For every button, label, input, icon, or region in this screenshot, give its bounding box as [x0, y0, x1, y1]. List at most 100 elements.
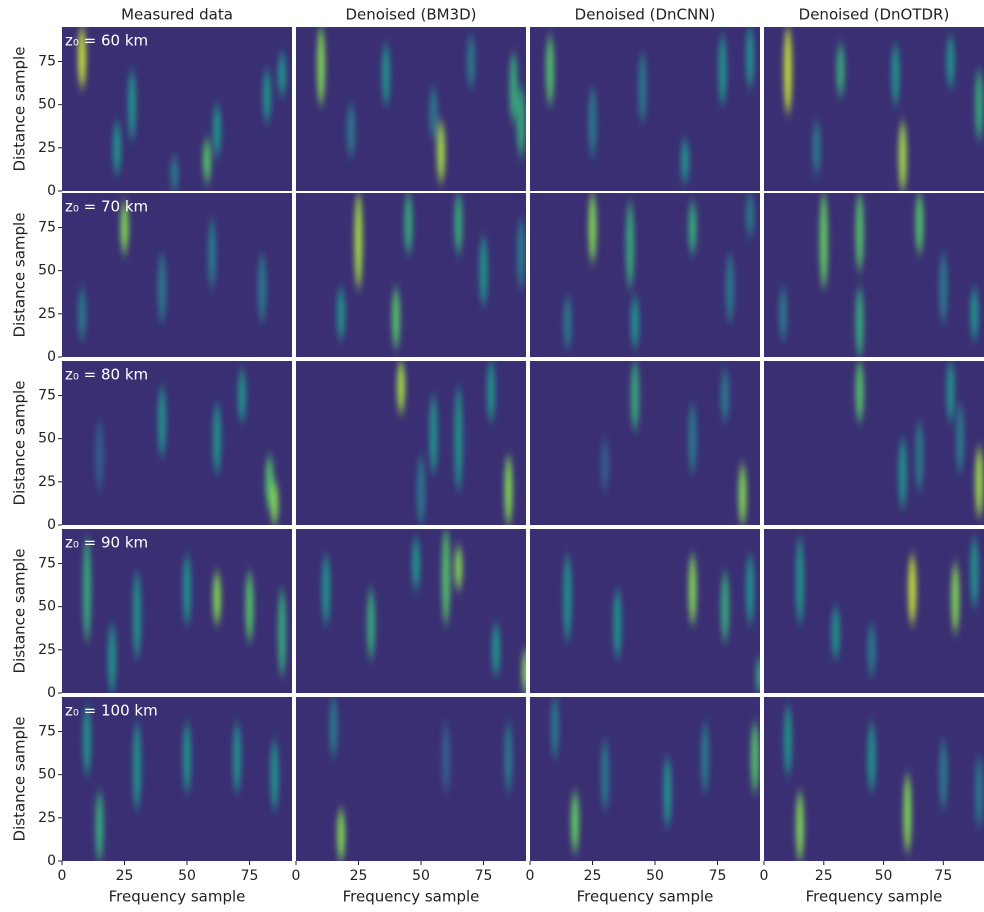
x-axis-label: Frequency sample	[109, 888, 246, 906]
streak	[638, 52, 647, 122]
heatmap-panel	[530, 361, 760, 525]
y-axis-label: Distance sample	[11, 381, 29, 506]
streak	[487, 361, 495, 422]
streak	[278, 589, 286, 676]
streaks	[551, 697, 759, 853]
panel-background	[530, 697, 760, 861]
column-title: Measured data	[121, 6, 233, 24]
streak	[133, 572, 141, 659]
streak	[412, 537, 420, 590]
streaks	[563, 193, 754, 349]
streaks	[95, 369, 279, 525]
streak	[170, 156, 179, 191]
streak	[158, 253, 166, 323]
x-tick-label: 75	[934, 868, 952, 884]
streak	[701, 722, 709, 792]
y-axis-label: Distance sample	[11, 213, 29, 338]
streak	[795, 537, 804, 624]
streak	[601, 438, 609, 491]
streak	[382, 44, 390, 105]
streak	[354, 193, 363, 288]
x-tick-label: 0	[760, 868, 769, 884]
streak	[120, 201, 129, 254]
y-tick-label: 0	[47, 183, 56, 199]
streak	[78, 287, 86, 340]
streak	[517, 87, 525, 157]
y-tick-label: 0	[47, 853, 56, 869]
streak	[479, 236, 488, 306]
streak	[563, 296, 572, 349]
streak	[891, 44, 900, 105]
streak	[915, 193, 924, 254]
streak	[688, 201, 697, 254]
x-tick-label: 0	[292, 868, 301, 884]
streak	[213, 104, 221, 157]
streak	[718, 35, 727, 105]
x-tick-label: 50	[646, 868, 664, 884]
y-tick-label: 25	[38, 642, 56, 658]
streak	[588, 87, 597, 157]
streak	[517, 218, 525, 288]
streak	[270, 740, 279, 810]
streak	[631, 296, 639, 349]
streak	[128, 70, 136, 140]
streak	[756, 658, 760, 693]
x-tick-label: 25	[350, 868, 368, 884]
streak	[831, 606, 840, 659]
streak	[183, 722, 191, 792]
streak	[203, 139, 211, 183]
streak	[855, 193, 864, 271]
streak	[467, 35, 475, 88]
y-tick-label: 50	[38, 263, 56, 279]
streaks	[783, 27, 984, 191]
heatmap-panel	[62, 193, 292, 357]
streak	[946, 35, 955, 88]
streak	[454, 386, 463, 491]
streak	[970, 287, 979, 340]
streak	[278, 52, 286, 97]
streaks	[397, 361, 513, 525]
heatmap-panel	[296, 529, 526, 693]
streak	[681, 139, 689, 183]
streak	[504, 455, 513, 525]
streak	[975, 447, 984, 517]
streaks	[601, 361, 747, 525]
x-tick-label: 50	[178, 868, 196, 884]
streak	[975, 757, 984, 827]
streak	[367, 589, 375, 659]
streak	[588, 193, 597, 263]
streak	[915, 421, 924, 491]
streak	[95, 421, 104, 491]
streak	[509, 52, 518, 122]
row-annotation: z₀ = 70 km	[65, 198, 148, 216]
streaks	[855, 361, 984, 517]
panel-background	[296, 27, 526, 191]
streak	[613, 589, 622, 659]
streak	[213, 404, 221, 474]
y-tick-label: 75	[38, 220, 56, 236]
y-tick-label: 75	[38, 388, 56, 404]
y-axis-label: Distance sample	[11, 47, 29, 172]
streaks	[783, 705, 984, 861]
heatmap-panel	[530, 27, 760, 191]
streak	[113, 121, 121, 174]
streak	[504, 722, 513, 792]
streaks	[317, 27, 525, 183]
column-title: Denoised (BM3D)	[346, 6, 477, 24]
row-annotation: z₀ = 80 km	[65, 366, 148, 384]
y-tick-label: 25	[38, 306, 56, 322]
y-tick-label: 25	[38, 140, 56, 156]
streak	[83, 537, 91, 642]
streak	[329, 697, 338, 758]
streak	[855, 287, 864, 357]
x-tick-label: 50	[412, 868, 430, 884]
streak	[317, 27, 325, 105]
y-tick-label: 75	[38, 54, 56, 70]
streak	[263, 70, 271, 122]
streak	[631, 361, 639, 431]
streak	[429, 87, 438, 140]
streak	[337, 809, 345, 861]
y-tick-label: 0	[47, 517, 56, 533]
streaks	[78, 27, 286, 191]
